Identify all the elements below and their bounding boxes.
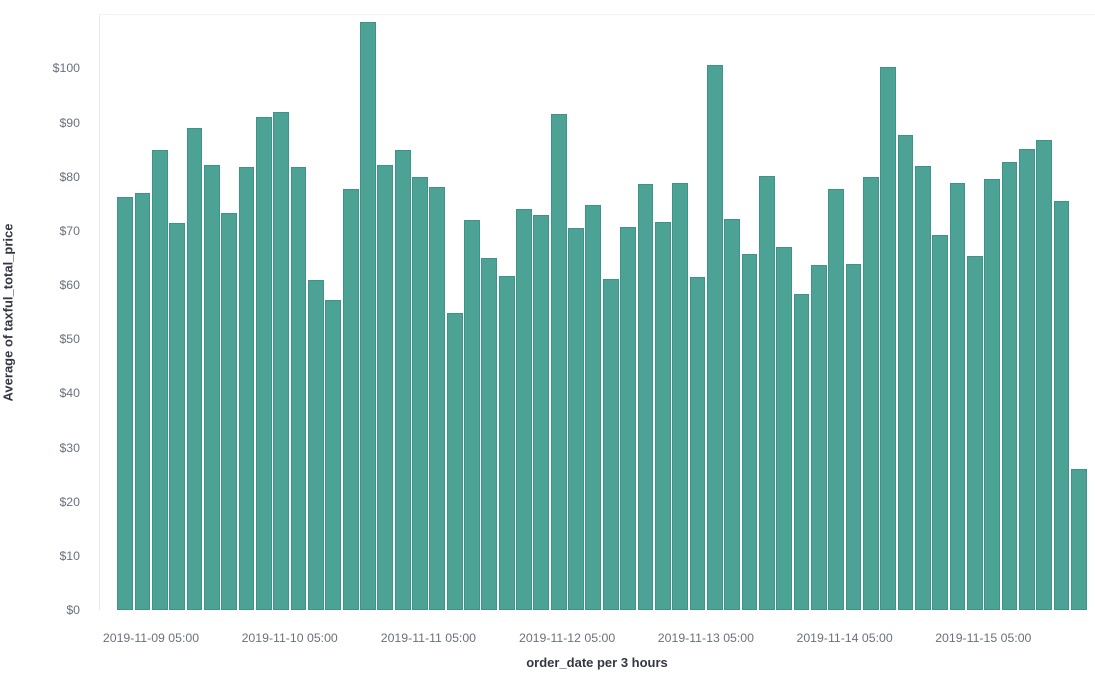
bar[interactable] [186,127,203,610]
y-tick-label: $40 [59,386,80,401]
y-axis-title: Average of taxful_total_price [0,223,16,402]
bar[interactable] [585,204,602,610]
bar[interactable] [151,149,168,610]
bar[interactable] [706,64,723,610]
bar[interactable] [481,258,498,610]
bar[interactable] [1071,469,1087,610]
bar[interactable] [533,215,550,610]
bar[interactable] [290,167,307,610]
bar[interactable] [602,278,619,610]
bar[interactable] [689,276,706,610]
bar[interactable] [516,208,532,610]
bar[interactable] [342,188,359,610]
bar[interactable] [914,165,931,610]
bar[interactable] [412,176,428,610]
bar[interactable] [758,175,775,610]
bar[interactable] [984,179,1001,610]
bar[interactable] [810,264,827,610]
y-tick-label: $90 [59,115,80,130]
bar[interactable] [446,312,463,610]
y-tick-label: $0 [66,603,80,617]
bar[interactable] [256,116,272,610]
bar[interactable] [637,184,654,610]
bar[interactable] [793,294,810,610]
bar[interactable] [550,114,567,610]
y-tick-label: $100 [52,61,80,76]
bar[interactable] [776,246,793,610]
bar[interactable] [360,21,376,610]
x-tick-label: 2019-11-12 05:00 [519,631,616,645]
x-tick-label: 2019-11-14 05:00 [796,631,893,645]
bar[interactable] [828,188,845,610]
bar[interactable] [204,165,220,610]
bar[interactable] [221,212,238,610]
bar[interactable] [966,256,983,610]
bar[interactable] [394,150,411,610]
y-tick-label: $60 [59,278,80,292]
bar[interactable] [741,254,758,610]
x-axis-title: order_date per 3 hours [526,655,668,670]
y-tick-label: $30 [59,440,80,455]
bar[interactable] [845,263,862,610]
bar[interactable] [620,226,636,610]
y-tick-label: $20 [59,494,80,509]
bar[interactable] [672,182,688,610]
bar[interactable] [134,193,151,610]
bar[interactable] [117,197,134,610]
bar[interactable] [1053,201,1070,610]
x-tick-label: 2019-11-09 05:00 [102,631,200,645]
bar[interactable] [377,165,394,610]
bar[interactable] [654,221,671,610]
x-tick-label: 2019-11-13 05:00 [657,631,754,645]
plot-area [99,14,1095,610]
bar[interactable] [169,223,186,610]
bar[interactable] [949,182,966,610]
bar[interactable] [568,228,584,610]
bar[interactable] [464,220,480,610]
x-tick-label: 2019-11-10 05:00 [241,631,338,645]
bar[interactable] [932,235,949,610]
bar[interactable] [862,176,879,610]
y-tick-label: $70 [59,223,80,238]
bar[interactable] [238,166,255,610]
bar[interactable] [724,219,740,610]
x-tick-label: 2019-11-15 05:00 [935,631,1032,645]
bar[interactable] [1001,161,1018,610]
bar[interactable] [429,186,446,610]
bar[interactable] [880,66,897,610]
y-tick-label: $10 [59,548,80,563]
x-tick-label: 2019-11-11 05:00 [380,631,477,645]
bar[interactable] [308,279,324,610]
bar[interactable] [273,112,290,610]
y-tick-label: $80 [59,169,80,184]
bar[interactable] [325,299,342,610]
bar[interactable] [1036,139,1053,610]
bar[interactable] [498,275,515,610]
bar[interactable] [897,134,914,610]
y-tick-label: $50 [59,332,80,347]
bar[interactable] [1018,149,1035,610]
